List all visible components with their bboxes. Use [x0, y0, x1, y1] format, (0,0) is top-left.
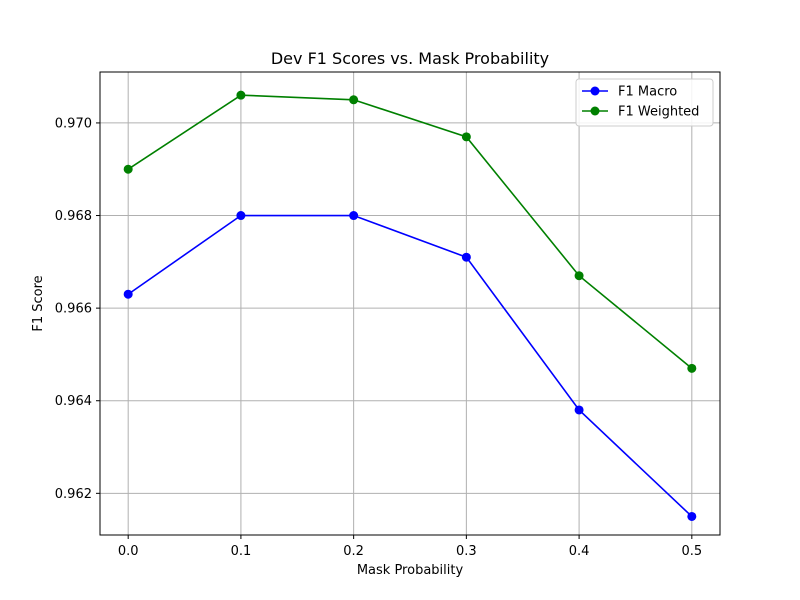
legend: F1 Macro F1 Weighted [575, 78, 714, 127]
axes-frame [99, 71, 721, 536]
data-point [349, 211, 359, 221]
legend-label: F1 Macro [618, 85, 677, 100]
data-point [123, 289, 133, 299]
legend-label: F1 Weighted [618, 105, 699, 120]
legend-item: F1 Weighted [582, 105, 699, 120]
x-tick-label: 0.1 [231, 544, 252, 559]
data-point [236, 90, 246, 100]
series-f1-weighted [123, 90, 697, 373]
data-point [349, 95, 359, 105]
legend-marker [590, 86, 600, 96]
series-layer [123, 90, 697, 521]
data-point [574, 405, 584, 415]
y-tick-label: 0.966 [55, 302, 92, 317]
axis-ticks: 0.0 0.1 0.2 0.3 0.4 0.5 0.962 0.964 0.966 0.968 0.… [55, 116, 702, 559]
x-tick-label: 0.2 [343, 544, 364, 559]
series-line [127, 214, 693, 518]
legend-marker [590, 106, 600, 116]
x-tick-label: 0.4 [569, 544, 590, 559]
legend-item: F1 Macro [582, 85, 677, 100]
y-tick-label: 0.970 [55, 116, 92, 131]
y-tick-label: 0.968 [55, 209, 92, 224]
data-point [461, 252, 471, 262]
legend-box [575, 78, 714, 127]
x-tick-label: 0.0 [118, 544, 139, 559]
chart-title: Dev F1 Scores vs. Mask Probability [271, 49, 549, 68]
y-axis-label: F1 Score [31, 275, 46, 331]
x-tick-label: 0.3 [456, 544, 477, 559]
series-line [127, 94, 693, 369]
series-f1-macro [123, 211, 697, 521]
data-point [236, 211, 246, 221]
y-tick-label: 0.962 [55, 487, 92, 502]
data-point [123, 164, 133, 174]
x-axis-label: Mask Probability [357, 563, 464, 578]
data-point [687, 511, 697, 521]
x-tick-label: 0.5 [681, 544, 702, 559]
y-tick-label: 0.964 [55, 394, 92, 409]
data-point [574, 271, 584, 281]
data-point [461, 132, 471, 142]
data-point [687, 363, 697, 373]
